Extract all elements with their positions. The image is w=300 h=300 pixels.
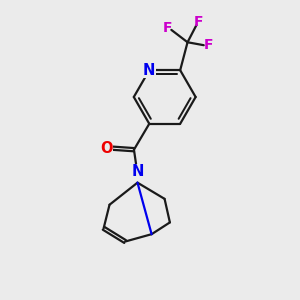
Text: F: F [204, 38, 214, 52]
Text: F: F [194, 15, 203, 29]
Text: O: O [100, 141, 112, 156]
Text: N: N [131, 164, 144, 179]
Text: N: N [143, 63, 155, 78]
Text: F: F [163, 21, 172, 35]
